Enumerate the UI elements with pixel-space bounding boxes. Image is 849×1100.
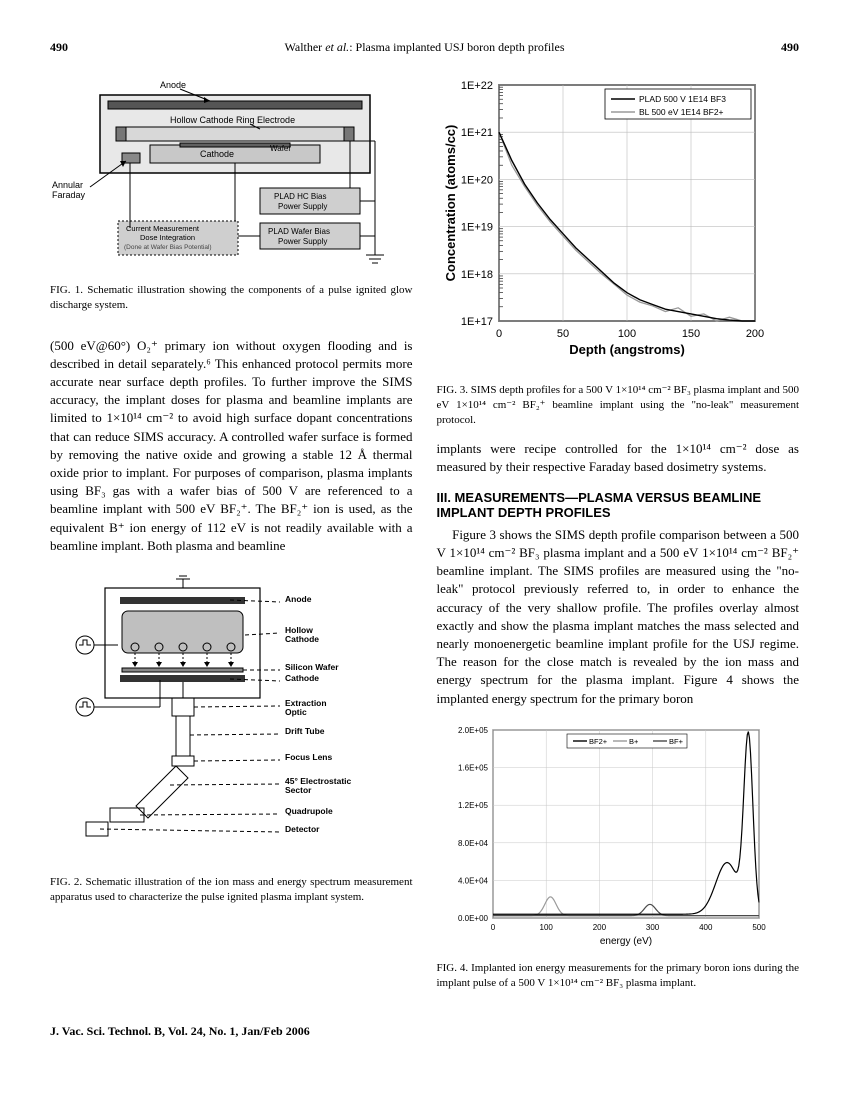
svg-text:8.0E+04: 8.0E+04	[457, 839, 488, 848]
svg-text:BL 500 eV 1E14 BF2+: BL 500 eV 1E14 BF2+	[639, 107, 724, 117]
svg-text:2.0E+05: 2.0E+05	[457, 726, 488, 735]
svg-text:Cathode: Cathode	[285, 634, 319, 644]
svg-text:Cathode: Cathode	[285, 673, 319, 683]
svg-text:300: 300	[645, 923, 659, 932]
section-heading: III. MEASUREMENTS—PLASMA VERSUS BEAMLINE…	[437, 490, 800, 520]
figure-4: 0.0E+00 4.0E+04 8.0E+04 1.2E+05 1.6E+05 2.0E+…	[437, 716, 800, 991]
page-number-left: 490	[50, 40, 68, 55]
svg-text:Silicon Wafer: Silicon Wafer	[285, 662, 339, 672]
svg-text:150: 150	[681, 328, 699, 340]
svg-text:BF2+: BF2+	[589, 737, 608, 746]
figure-4-caption: FIG. 4. Implanted ion energy measurement…	[437, 961, 800, 991]
svg-text:0.0E+00: 0.0E+00	[457, 914, 488, 923]
svg-text:Cathode: Cathode	[200, 149, 234, 159]
svg-text:1E+20: 1E+20	[460, 174, 492, 186]
svg-text:400: 400	[699, 923, 713, 932]
svg-text:100: 100	[617, 328, 635, 340]
svg-text:1.2E+05: 1.2E+05	[457, 801, 488, 810]
svg-text:B+: B+	[629, 737, 639, 746]
svg-text:100: 100	[539, 923, 553, 932]
svg-text:Sector: Sector	[285, 785, 312, 795]
figure-1: Anode Hollow Cathode Ring Electrode Cathod…	[50, 73, 413, 313]
svg-text:Dose Integration: Dose Integration	[140, 233, 195, 242]
svg-text:Hollow Cathode Ring Electrode: Hollow Cathode Ring Electrode	[170, 115, 295, 125]
figure-3-caption: FIG. 3. SIMS depth profiles for a 500 V …	[437, 383, 800, 428]
svg-text:0: 0	[490, 923, 495, 932]
svg-text:Optic: Optic	[285, 707, 307, 717]
figure-1-caption: FIG. 1. Schematic illustration showing t…	[50, 283, 413, 313]
svg-text:PLAD 500 V 1E14 BF3: PLAD 500 V 1E14 BF3	[639, 94, 726, 104]
svg-text:Anode: Anode	[160, 80, 186, 90]
svg-text:1.6E+05: 1.6E+05	[457, 763, 488, 772]
svg-text:Power Supply: Power Supply	[278, 202, 327, 211]
body-text-right-2: Figure 3 shows the SIMS depth profile co…	[437, 526, 800, 708]
svg-text:Focus Lens: Focus Lens	[285, 752, 333, 762]
svg-text:Depth (angstroms): Depth (angstroms)	[569, 342, 685, 357]
svg-text:500: 500	[752, 923, 766, 932]
svg-text:4.0E+04: 4.0E+04	[457, 876, 488, 885]
svg-text:PLAD HC Bias: PLAD HC Bias	[274, 192, 326, 201]
body-text-right-1: implants were recipe controlled for the …	[437, 440, 800, 476]
running-title: Walther et al.: Plasma implanted USJ bor…	[285, 40, 565, 55]
svg-text:Detector: Detector	[285, 824, 320, 834]
svg-text:50: 50	[556, 328, 568, 340]
svg-text:energy (eV): energy (eV)	[599, 936, 651, 947]
svg-text:1E+22: 1E+22	[460, 80, 492, 92]
svg-text:200: 200	[745, 328, 763, 340]
svg-text:Annular: Annular	[52, 180, 83, 190]
svg-text:Faraday: Faraday	[52, 190, 86, 200]
page-number-right: 490	[781, 40, 799, 55]
svg-text:BF+: BF+	[669, 737, 684, 746]
svg-text:1E+21: 1E+21	[460, 127, 492, 139]
journal-footer: J. Vac. Sci. Technol. B, Vol. 24, No. 1,…	[50, 1024, 799, 1039]
svg-text:1E+19: 1E+19	[460, 222, 492, 234]
svg-text:(Done at Wafer Bias Potential): (Done at Wafer Bias Potential)	[124, 244, 212, 251]
body-text-left: (500 eV@60°) O₂⁺ primary ion without oxy…	[50, 337, 413, 555]
svg-text:0: 0	[495, 328, 501, 340]
svg-text:Drift Tube: Drift Tube	[285, 726, 325, 736]
svg-text:1E+18: 1E+18	[460, 269, 492, 281]
svg-text:200: 200	[592, 923, 606, 932]
figure-2: AnodeHollowCathodeSilicon WaferCathodeEx…	[50, 575, 413, 905]
svg-text:PLAD Wafer Bias: PLAD Wafer Bias	[268, 227, 330, 236]
svg-text:Quadrupole: Quadrupole	[285, 806, 333, 816]
svg-text:Wafer: Wafer	[270, 144, 291, 153]
svg-text:Current Measurement: Current Measurement	[126, 224, 200, 233]
svg-text:Concentration (atoms/cc): Concentration (atoms/cc)	[443, 125, 458, 282]
svg-text:Power Supply: Power Supply	[278, 237, 327, 246]
figure-3: 1E+17 1E+18 1E+19 1E+20 1E+21 1E+22 0 50 100 150 2…	[437, 73, 800, 428]
svg-text:1E+17: 1E+17	[460, 316, 492, 328]
svg-text:Anode: Anode	[285, 594, 312, 604]
figure-2-caption: FIG. 2. Schematic illustration of the io…	[50, 875, 413, 905]
